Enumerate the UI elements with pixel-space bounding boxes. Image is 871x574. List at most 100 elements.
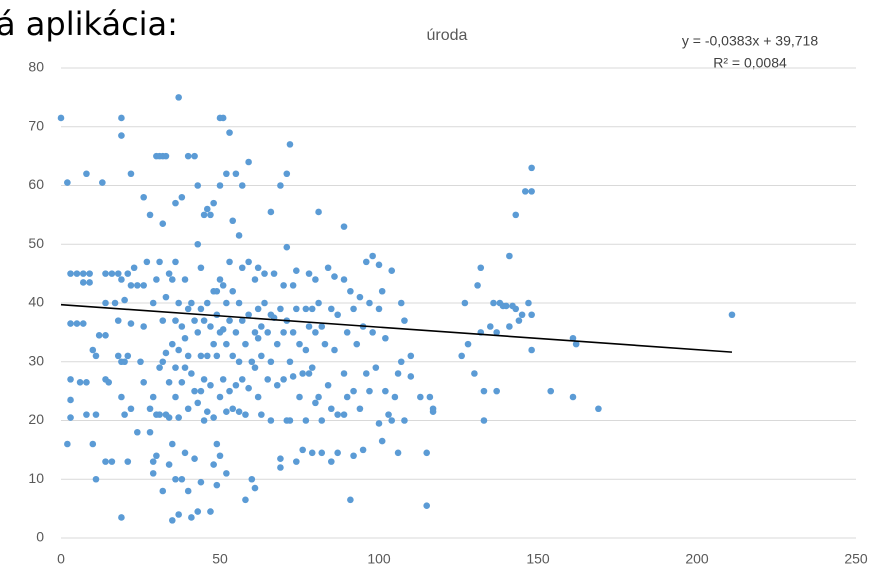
point xyxy=(64,179,71,186)
point xyxy=(203,352,211,360)
trend-equation: y = -0,0383x + 39,718 xyxy=(682,33,818,49)
point xyxy=(394,449,402,457)
point xyxy=(219,376,227,383)
y-tick-label: 40 xyxy=(28,294,44,310)
y-tick-label: 10 xyxy=(28,470,44,486)
point xyxy=(175,346,182,354)
point xyxy=(223,170,230,178)
point xyxy=(149,299,157,307)
point xyxy=(181,364,189,371)
point xyxy=(102,458,109,465)
point xyxy=(569,393,577,401)
point xyxy=(156,258,163,266)
point xyxy=(159,220,167,227)
point xyxy=(197,264,205,272)
point xyxy=(194,240,202,248)
point xyxy=(493,329,500,336)
point xyxy=(207,323,214,330)
point xyxy=(207,381,214,389)
point xyxy=(528,164,535,172)
point xyxy=(401,317,408,324)
point xyxy=(302,346,310,354)
point xyxy=(188,370,195,377)
point xyxy=(334,449,341,457)
point xyxy=(178,323,186,330)
point xyxy=(378,287,386,295)
point xyxy=(245,311,252,319)
point xyxy=(226,129,233,136)
point xyxy=(464,340,472,348)
point xyxy=(105,379,112,386)
point xyxy=(401,417,408,424)
point xyxy=(67,320,74,327)
point xyxy=(251,484,259,492)
point xyxy=(229,287,237,295)
point xyxy=(219,326,227,333)
point xyxy=(334,411,341,418)
point xyxy=(394,370,402,377)
point xyxy=(293,305,300,313)
point xyxy=(289,329,297,336)
point xyxy=(169,440,176,448)
point xyxy=(254,393,262,401)
point xyxy=(350,305,357,313)
point xyxy=(181,334,189,342)
x-tick-label: 250 xyxy=(844,551,868,567)
point xyxy=(223,470,230,477)
point xyxy=(197,352,205,360)
point xyxy=(417,393,424,401)
point xyxy=(121,358,128,366)
point xyxy=(200,417,208,424)
point xyxy=(480,387,488,395)
point xyxy=(238,317,246,324)
point xyxy=(340,370,348,377)
point xyxy=(191,455,198,462)
point xyxy=(502,302,510,310)
point xyxy=(146,405,154,413)
point xyxy=(258,323,265,330)
trendline xyxy=(60,303,733,353)
point xyxy=(397,299,405,307)
r-squared: R² = 0,0084 xyxy=(713,55,787,71)
point xyxy=(267,417,275,424)
point xyxy=(149,393,157,401)
point xyxy=(232,170,240,178)
point xyxy=(156,364,163,371)
point xyxy=(350,387,357,395)
point xyxy=(203,408,211,415)
point xyxy=(251,329,259,336)
point xyxy=(350,452,357,460)
point xyxy=(280,282,287,289)
point xyxy=(245,158,252,166)
point xyxy=(67,396,74,404)
point xyxy=(474,282,481,289)
point xyxy=(258,411,265,418)
point xyxy=(595,405,602,413)
point xyxy=(397,358,405,366)
point xyxy=(121,296,128,304)
point xyxy=(283,243,291,251)
point xyxy=(312,276,319,283)
point xyxy=(229,217,237,225)
point xyxy=(172,258,179,266)
point xyxy=(83,379,90,386)
point xyxy=(328,458,335,465)
point xyxy=(203,299,211,307)
point xyxy=(108,458,116,465)
point xyxy=(429,408,437,415)
point xyxy=(67,414,74,421)
point xyxy=(308,364,316,371)
point xyxy=(480,417,488,424)
point xyxy=(293,458,300,465)
point xyxy=(264,376,272,383)
point xyxy=(382,387,389,395)
point xyxy=(254,264,262,272)
point xyxy=(197,305,205,313)
point xyxy=(521,188,529,195)
point xyxy=(140,193,147,201)
point xyxy=(328,405,335,413)
point xyxy=(64,440,71,448)
point xyxy=(258,352,265,360)
point xyxy=(261,299,268,307)
